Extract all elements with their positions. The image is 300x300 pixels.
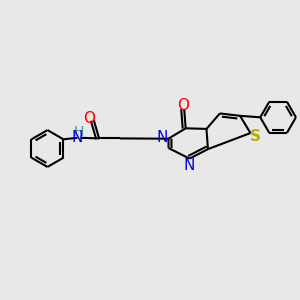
Text: O: O [83, 111, 95, 126]
Text: S: S [250, 129, 261, 144]
Text: O: O [178, 98, 190, 113]
Text: H: H [74, 125, 84, 140]
Text: N: N [156, 130, 168, 145]
Text: N: N [184, 158, 195, 173]
Text: N: N [72, 130, 83, 145]
